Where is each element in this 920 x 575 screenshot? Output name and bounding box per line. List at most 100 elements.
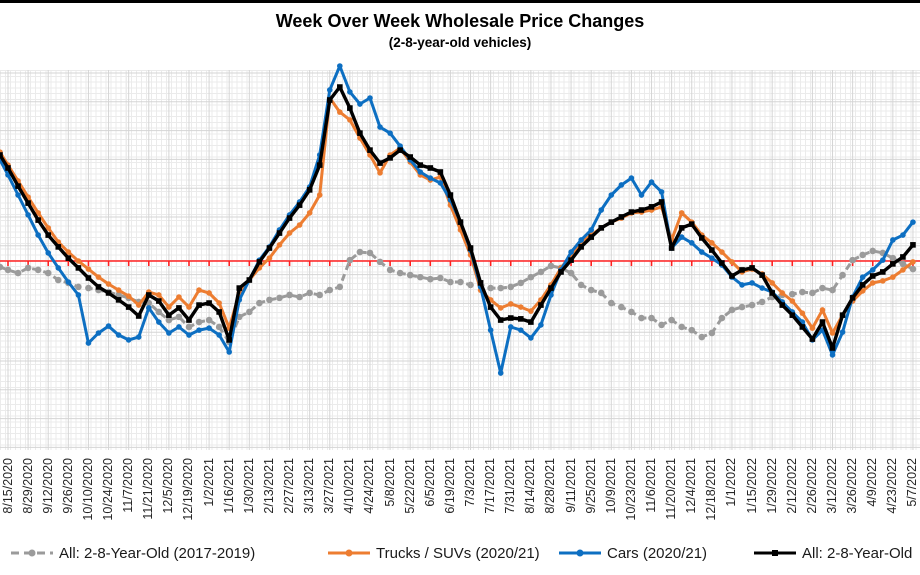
series-marker-all-2020-21 (829, 345, 836, 351)
series-marker-all-2020-21 (105, 290, 112, 296)
series-marker-all-2017-2019 (85, 284, 92, 292)
x-axis-label: 9/25/2021 (583, 458, 598, 514)
series-marker-cars (598, 207, 605, 213)
series-marker-all-2020-21 (15, 183, 21, 189)
series-marker-all-2017-2019 (678, 323, 685, 331)
series-marker-trucks-suvs (779, 290, 786, 296)
series-marker-trucks-suvs (859, 288, 866, 294)
series-marker-all-2017-2019 (708, 329, 716, 337)
series-marker-all-2020-21 (75, 265, 82, 271)
plot-area-mesh (0, 70, 920, 450)
series-marker-all-2020-21 (166, 312, 172, 318)
series-marker-cars (186, 332, 192, 338)
series-marker-cars (698, 249, 705, 255)
x-axis-label: 11/21/2020 (141, 458, 156, 520)
series-marker-all-2017-2019 (115, 291, 122, 299)
x-axis-label: 10/9/2021 (603, 458, 618, 514)
series-marker-trucks-suvs (186, 304, 192, 310)
series-marker-trucks-suvs (678, 210, 685, 216)
x-axis-label: 11/7/2020 (121, 458, 136, 513)
x-axis-label: 7/31/2021 (503, 458, 518, 514)
series-marker-all-2017-2019 (406, 271, 414, 279)
series-marker-cars (145, 305, 152, 311)
series-marker-all-2020-21 (457, 219, 464, 225)
series-marker-all-2017-2019 (799, 288, 806, 296)
series-marker-all-2017-2019 (537, 268, 545, 276)
series-marker-all-2020-21 (5, 165, 11, 171)
series-marker-cars (226, 349, 233, 355)
series-marker-all-2020-21 (85, 275, 92, 281)
series-marker-all-2020-21 (337, 84, 343, 90)
legend-label-trucks-suvs: Trucks / SUVs (2020/21) (376, 544, 540, 562)
series-marker-all-2020-21 (55, 244, 62, 250)
series-marker-cars (367, 95, 373, 101)
series-marker-cars (487, 327, 494, 333)
series-marker-trucks-suvs (35, 210, 41, 216)
x-axis-label: 10/10/2020 (80, 458, 95, 521)
x-axis-label: 2/27/2021 (282, 458, 297, 514)
series-marker-all-2017-2019 (316, 291, 324, 299)
legend-item-trucks-suvs: Trucks / SUVs (2020/21) (327, 541, 540, 565)
series-marker-all-2020-21 (688, 221, 695, 227)
series-marker-all-2020-21 (156, 298, 162, 304)
x-axis-label: 9/11/2021 (563, 458, 578, 513)
series-marker-all-2020-21 (910, 242, 916, 248)
series-marker-trucks-suvs (156, 292, 162, 298)
series-marker-trucks-suvs (316, 192, 323, 198)
legend-label-all-2020-21: All: 2-8-Year-Old (802, 544, 913, 562)
x-axis-label: 3/26/2022 (845, 458, 860, 514)
series-marker-all-2020-21 (286, 215, 293, 221)
series-marker-cars (357, 101, 363, 107)
chart-subtitle: (2-8-year-old vehicles) (388, 35, 532, 50)
x-axis-label: 3/13/2021 (302, 458, 317, 514)
x-axis-label: 10/24/2020 (101, 458, 116, 521)
series-marker-cars (115, 332, 122, 338)
series-marker-all-2017-2019 (437, 274, 444, 282)
series-marker-all-2017-2019 (155, 308, 163, 316)
series-marker-all-2017-2019 (587, 286, 595, 294)
series-marker-all-2020-21 (869, 273, 876, 279)
series-marker-all-2017-2019 (839, 271, 846, 279)
legend-item-all-2017-2019: All: 2-8-Year-Old (2017-2019) (10, 541, 255, 565)
series-marker-all-2017-2019 (658, 321, 665, 329)
series-marker-all-2020-21 (367, 147, 373, 153)
series-marker-all-2020-21 (266, 245, 273, 251)
series-marker-all-2017-2019 (567, 269, 575, 277)
series-marker-all-2017-2019 (829, 286, 836, 294)
series-marker-cars (75, 292, 82, 298)
series-marker-all-2017-2019 (718, 314, 726, 322)
series-marker-all-2017-2019 (276, 294, 283, 302)
x-axis-label: 9/26/2020 (60, 458, 75, 514)
x-axis-label: 12/4/2021 (684, 458, 699, 514)
series-marker-cars (829, 352, 836, 358)
series-marker-all-2020-21 (658, 199, 665, 205)
x-axis-label: 5/22/2021 (402, 458, 417, 514)
series-marker-cars (85, 340, 92, 346)
series-marker-all-2020-21 (0, 152, 3, 158)
series-marker-all-2020-21 (437, 169, 444, 175)
series-marker-trucks-suvs (296, 222, 303, 228)
series-marker-all-2020-21 (890, 261, 896, 267)
series-marker-all-2017-2019 (185, 323, 193, 331)
series-marker-all-2017-2019 (819, 284, 826, 292)
series-marker-trucks-suvs (125, 293, 132, 299)
series-marker-all-2020-21 (678, 225, 685, 231)
series-marker-all-2017-2019 (4, 266, 12, 274)
series-marker-cars (608, 192, 615, 198)
series-marker-all-2020-21 (186, 317, 192, 323)
series-marker-all-2020-21 (518, 316, 524, 322)
series-marker-cars (196, 327, 202, 333)
series-marker-cars (105, 323, 112, 329)
series-marker-all-2020-21 (467, 245, 474, 251)
series-marker-cars (125, 337, 132, 343)
series-marker-all-2017-2019 (326, 286, 334, 294)
x-axis-label: 11/6/2021 (644, 458, 659, 513)
series-marker-cars (166, 330, 172, 336)
series-marker-all-2017-2019 (688, 326, 696, 334)
series-marker-cars (387, 130, 393, 136)
series-marker-all-2020-21 (427, 165, 434, 171)
series-marker-all-2017-2019 (286, 291, 293, 299)
x-axis-label: 5/8/2021 (382, 458, 397, 507)
series-marker-cars (839, 329, 846, 335)
